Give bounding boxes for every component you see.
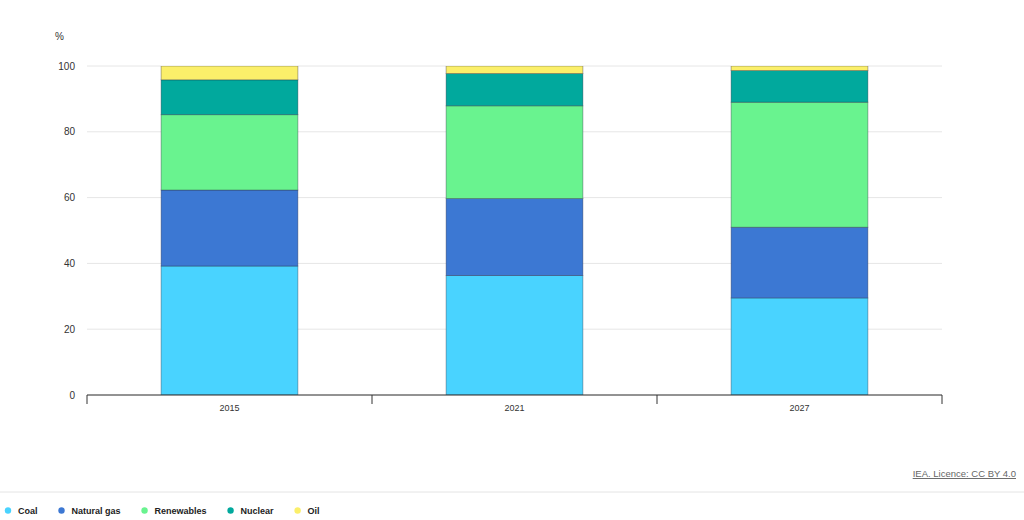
x-axis-line: [87, 395, 942, 396]
legend-label[interactable]: Nuclear: [241, 506, 275, 516]
legend: Coal Natural gas Renewables Nuclear Oil: [5, 506, 320, 516]
legend-marker: [58, 507, 64, 513]
bar-segment: [446, 74, 583, 106]
bar-segment: [446, 66, 583, 74]
legend-marker: [294, 507, 300, 513]
legend-marker: [5, 507, 11, 513]
legend-marker: [141, 507, 147, 513]
bar-segment: [446, 199, 583, 276]
x-tick-mark: [657, 395, 658, 404]
source[interactable]: IEA. Licence: CC BY 4.0: [913, 468, 1016, 479]
bar-segment: [446, 276, 583, 395]
y-tick-label: 20: [64, 324, 76, 335]
chart-container: 0 20 40 60 80 100% 2015 2021 2027 IEA. Licence: C…: [0, 0, 1024, 520]
y-tick-label: 60: [64, 192, 76, 203]
y-tick-label: 80: [64, 126, 76, 137]
bar-segment: [731, 71, 868, 103]
grid: [87, 66, 942, 395]
x-tick-label: 2015: [219, 403, 239, 413]
legend-label[interactable]: Renewables: [155, 506, 207, 516]
x-tick-label: 2021: [504, 403, 524, 413]
bar-segment: [161, 115, 298, 190]
y-tick-label: 100: [58, 61, 75, 72]
x-tick-mark: [372, 395, 373, 404]
bar-segment: [161, 266, 298, 395]
bar-segment: [731, 66, 868, 71]
bar-segment: [161, 190, 298, 266]
y-tick-label: 0: [69, 390, 75, 401]
bar-segment: [446, 106, 583, 199]
bar-segment: [161, 66, 298, 80]
x-tick-mark: [87, 395, 88, 404]
legend-label[interactable]: Natural gas: [72, 506, 121, 516]
x-tick-label: 2027: [789, 403, 809, 413]
legend-label[interactable]: Coal: [18, 506, 38, 516]
bar-segment: [161, 80, 298, 115]
separator: [0, 492, 1024, 493]
bar-segment: [731, 102, 868, 227]
chart: 0 20 40 60 80 100% 2015 2021 2027 IEA. Licence: C…: [0, 0, 1024, 520]
bar-segment: [731, 227, 868, 298]
x-tick-mark: [942, 395, 943, 404]
y-axis-label: %: [55, 31, 64, 42]
y-tick-label: 40: [64, 258, 76, 269]
legend-marker: [227, 507, 233, 513]
bars: [161, 66, 868, 395]
grid-line: [87, 395, 942, 396]
legend-label[interactable]: Oil: [308, 506, 320, 516]
bar-segment: [731, 298, 868, 395]
